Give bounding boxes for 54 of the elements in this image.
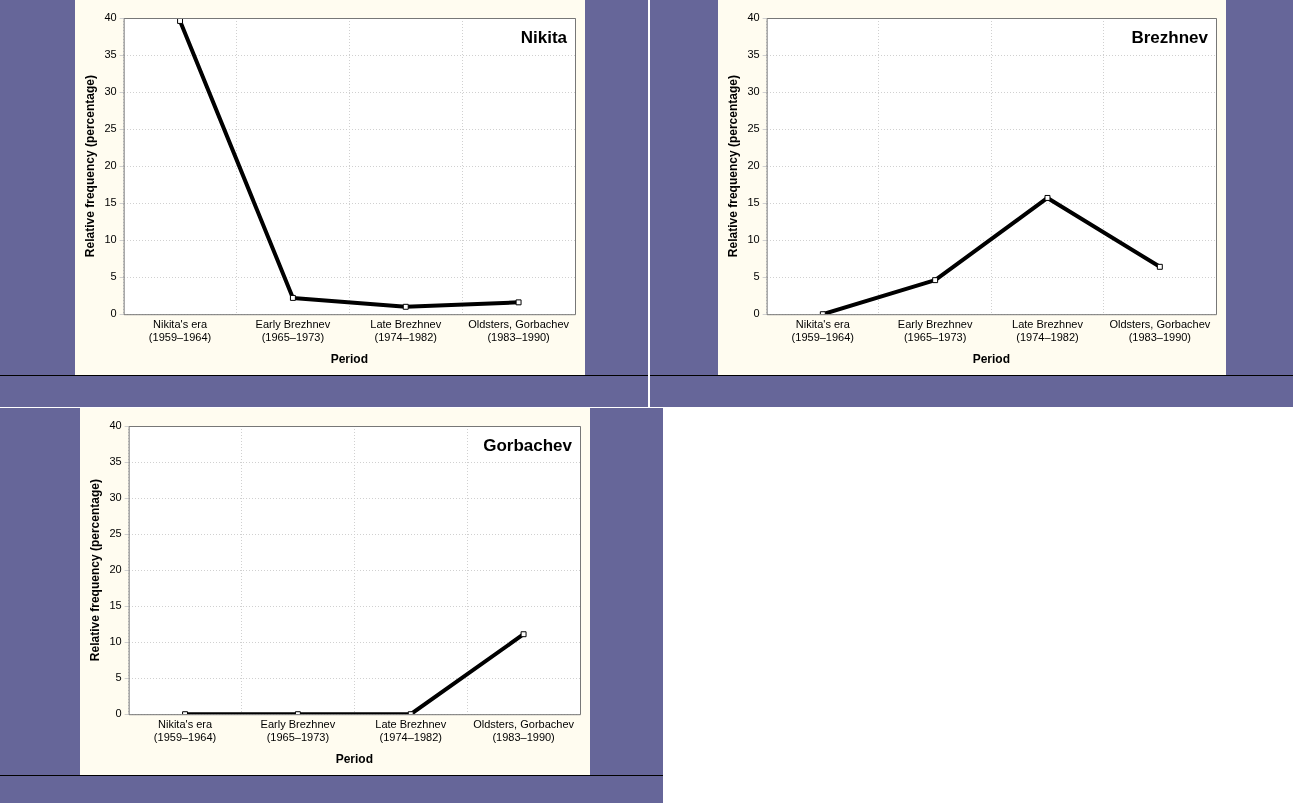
y-tick-label: 40 bbox=[104, 11, 117, 24]
x-tick-label: Late Brezhnev (1974–1982) bbox=[375, 717, 447, 744]
y-tick-label: 30 bbox=[109, 491, 122, 504]
x-tick-label: Early Brezhnev (1965–1973) bbox=[897, 317, 973, 344]
y-axis-title: Relative frequency (percentage) bbox=[87, 479, 102, 662]
y-tick-label: 25 bbox=[104, 122, 117, 135]
y-tick-label: 30 bbox=[104, 85, 117, 98]
x-axis-title: Period bbox=[335, 752, 373, 767]
text: Brezhnev bbox=[1131, 28, 1209, 48]
point bbox=[1044, 194, 1051, 201]
point bbox=[289, 294, 296, 301]
x-tick-label: Oldsters, Gorbachev (1983–1990) bbox=[468, 317, 570, 344]
y-tick-label: 20 bbox=[109, 563, 122, 576]
y-tick-label: 15 bbox=[109, 599, 122, 612]
y-tick-label: 10 bbox=[104, 233, 117, 246]
y-tick-label: 35 bbox=[109, 455, 122, 468]
x-tick-label: Early Brezhnev (1965–1973) bbox=[255, 317, 331, 344]
x-axis-title: Period bbox=[330, 352, 368, 367]
y-tick-label: 35 bbox=[747, 48, 760, 61]
point bbox=[932, 277, 939, 284]
x-tick-label: Nikita's era (1959–1964) bbox=[791, 317, 854, 344]
x-tick-label: Late Brezhnev (1974–1982) bbox=[1012, 317, 1084, 344]
y-tick-label: 40 bbox=[747, 11, 760, 24]
y-tick-label: 25 bbox=[747, 122, 760, 135]
y-tick-label: 10 bbox=[747, 233, 760, 246]
y-tick-label: 5 bbox=[753, 270, 760, 283]
y-axis-title: Relative frequency (percentage) bbox=[82, 75, 97, 258]
y-axis-title: Relative frequency (percentage) bbox=[725, 75, 740, 258]
y-tick-label: 15 bbox=[747, 196, 760, 209]
text: Gorbachev bbox=[483, 436, 573, 456]
y-tick-label: 30 bbox=[747, 85, 760, 98]
y-tick-label: 25 bbox=[109, 527, 122, 540]
point bbox=[402, 303, 409, 310]
y-tick-label: 15 bbox=[104, 196, 117, 209]
y-tick-label: 35 bbox=[104, 48, 117, 61]
y-tick-label: 5 bbox=[115, 671, 122, 684]
y-tick-label: 20 bbox=[747, 159, 760, 172]
x-tick-label: Oldsters, Gorbachev (1983–1990) bbox=[1109, 317, 1211, 344]
point bbox=[515, 299, 522, 306]
y-tick-label: 40 bbox=[109, 419, 122, 432]
point bbox=[1156, 263, 1163, 270]
x-tick-label: Early Brezhnev (1965–1973) bbox=[260, 717, 336, 744]
x-tick-label: Nikita's era (1959–1964) bbox=[153, 717, 217, 744]
y-tick-label: 5 bbox=[110, 270, 117, 283]
y-tick-label: 0 bbox=[753, 307, 760, 320]
y-tick-label: 0 bbox=[115, 707, 122, 720]
x-tick-label: Oldsters, Gorbachev (1983–1990) bbox=[473, 717, 575, 744]
y-tick-label: 20 bbox=[104, 159, 117, 172]
x-tick-label: Nikita's era (1959–1964) bbox=[148, 317, 212, 344]
y-tick-label: 10 bbox=[109, 635, 122, 648]
y-tick-label: 0 bbox=[110, 307, 117, 320]
text: Nikita bbox=[520, 28, 568, 48]
x-tick-label: Late Brezhnev (1974–1982) bbox=[370, 317, 442, 344]
x-axis-title: Period bbox=[972, 352, 1010, 367]
